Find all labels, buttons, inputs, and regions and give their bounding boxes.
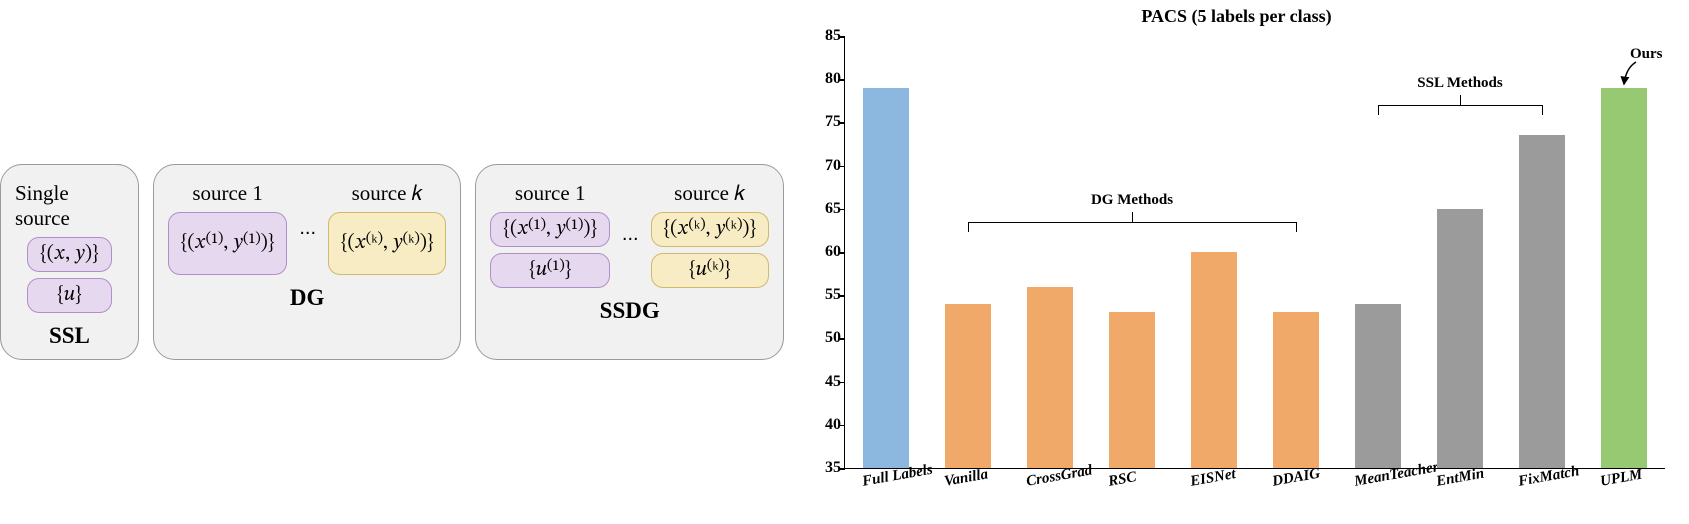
y-tick-label: 85 — [811, 27, 841, 45]
chart-title: PACS (5 labels per class) — [784, 6, 1689, 27]
bar-chart: PACS (5 labels per class) 35404550556065… — [784, 0, 1689, 524]
group-bracket-leg — [968, 222, 969, 232]
y-tick-mark — [840, 36, 845, 38]
x-tick-label: DDAIG — [1271, 466, 1322, 491]
y-tick-label: 65 — [811, 200, 841, 218]
dg-source-k-box: {(𝑥⁽ᵏ⁾, 𝑦⁽ᵏ⁾)} — [328, 212, 446, 275]
panel-ssdg: source 1 {(𝑥⁽¹⁾, 𝑦⁽¹⁾)} {𝑢⁽¹⁾} ... sourc… — [475, 164, 784, 360]
y-tick-label: 70 — [811, 157, 841, 175]
group-bracket-leg — [1542, 105, 1543, 115]
ssdg-sources: source 1 {(𝑥⁽¹⁾, 𝑦⁽¹⁾)} {𝑢⁽¹⁾} ... sourc… — [490, 181, 769, 288]
y-tick-mark — [840, 338, 845, 340]
ssdg-source-1-title: source 1 — [515, 181, 586, 206]
y-tick-mark — [840, 79, 845, 81]
ssdg-source-1-box-labeled: {(𝑥⁽¹⁾, 𝑦⁽¹⁾)} — [490, 212, 610, 247]
ssdg-source-k-box-unlabeled: {𝑢⁽ᵏ⁾} — [651, 253, 769, 288]
x-tick-label: EntMin — [1435, 466, 1486, 491]
bar — [1273, 312, 1318, 468]
plot-area: 3540455055606570758085Full LabelsVanilla… — [844, 36, 1665, 469]
group-bracket-leg — [1378, 105, 1379, 115]
dg-source-1-stack: {(𝑥⁽¹⁾, 𝑦⁽¹⁾)} — [168, 212, 288, 275]
x-tick-label: EISNet — [1189, 466, 1237, 491]
bar — [1027, 287, 1072, 468]
dg-sources: source 1 {(𝑥⁽¹⁾, 𝑦⁽¹⁾)} ... source 𝑘 {(𝑥… — [168, 181, 447, 275]
y-tick-label: 45 — [811, 373, 841, 391]
ssdg-source-k: source 𝑘 {(𝑥⁽ᵏ⁾, 𝑦⁽ᵏ⁾)} {𝑢⁽ᵏ⁾} — [651, 181, 769, 288]
ssl-source-title: Single source — [15, 181, 124, 231]
y-tick-mark — [840, 209, 845, 211]
y-tick-mark — [840, 122, 845, 124]
ssdg-source-1: source 1 {(𝑥⁽¹⁾, 𝑦⁽¹⁾)} {𝑢⁽¹⁾} — [490, 181, 610, 288]
x-tick-label: UPLM — [1599, 467, 1644, 491]
bar — [863, 88, 908, 468]
bar — [1437, 209, 1482, 468]
ssdg-ellipsis: ... — [620, 223, 641, 246]
ssl-source: Single source {(𝑥, 𝑦)} {𝑢} — [15, 181, 124, 313]
paradigm-diagram: Single source {(𝑥, 𝑦)} {𝑢} SSL source 1 … — [0, 0, 784, 524]
group-label: DG Methods — [1091, 192, 1173, 209]
group-bracket — [968, 222, 1296, 223]
y-tick-label: 80 — [811, 70, 841, 88]
dg-source-k-stack: {(𝑥⁽ᵏ⁾, 𝑦⁽ᵏ⁾)} — [328, 212, 446, 275]
panel-label-dg: DG — [290, 285, 325, 311]
panel-dg: source 1 {(𝑥⁽¹⁾, 𝑦⁽¹⁾)} ... source 𝑘 {(𝑥… — [153, 164, 462, 360]
dg-ellipsis: ... — [297, 217, 318, 240]
bar — [1601, 88, 1646, 468]
panel-row: Single source {(𝑥, 𝑦)} {𝑢} SSL source 1 … — [0, 164, 784, 360]
panel-ssl: Single source {(𝑥, 𝑦)} {𝑢} SSL — [0, 164, 139, 360]
panel-label-ssl: SSL — [49, 323, 90, 349]
x-tick-label: Vanilla — [943, 466, 989, 490]
y-tick-label: 40 — [811, 416, 841, 434]
ssdg-source-1-box-unlabeled: {𝑢⁽¹⁾} — [490, 253, 610, 288]
y-tick-mark — [840, 425, 845, 427]
bar — [1191, 252, 1236, 468]
y-tick-mark — [840, 468, 845, 470]
ssdg-source-k-box-labeled: {(𝑥⁽ᵏ⁾, 𝑦⁽ᵏ⁾)} — [651, 212, 769, 247]
figure: Single source {(𝑥, 𝑦)} {𝑢} SSL source 1 … — [0, 0, 1689, 524]
y-tick-mark — [840, 166, 845, 168]
y-tick-mark — [840, 252, 845, 254]
dg-source-k: source 𝑘 {(𝑥⁽ᵏ⁾, 𝑦⁽ᵏ⁾)} — [328, 181, 446, 275]
y-tick-mark — [840, 382, 845, 384]
ours-arrow-icon — [1612, 60, 1652, 90]
ssl-box-stack: {(𝑥, 𝑦)} {𝑢} — [27, 237, 111, 313]
y-tick-label: 60 — [811, 243, 841, 261]
dg-source-1-title: source 1 — [192, 181, 263, 206]
ssl-box-unlabeled: {𝑢} — [27, 278, 111, 313]
panel-label-ssdg: SSDG — [600, 298, 660, 324]
dg-source-k-title: source 𝑘 — [352, 181, 423, 206]
ssdg-source-1-stack: {(𝑥⁽¹⁾, 𝑦⁽¹⁾)} {𝑢⁽¹⁾} — [490, 212, 610, 288]
y-tick-label: 55 — [811, 286, 841, 304]
bar — [1355, 304, 1400, 468]
y-tick-label: 35 — [811, 459, 841, 477]
ssdg-source-k-stack: {(𝑥⁽ᵏ⁾, 𝑦⁽ᵏ⁾)} {𝑢⁽ᵏ⁾} — [651, 212, 769, 288]
y-tick-mark — [840, 295, 845, 297]
y-tick-label: 50 — [811, 329, 841, 347]
group-label: SSL Methods — [1417, 75, 1502, 92]
x-tick-label: RSC — [1107, 469, 1138, 491]
bar — [945, 304, 990, 468]
ssdg-source-k-title: source 𝑘 — [674, 181, 745, 206]
bar — [1109, 312, 1154, 468]
group-bracket — [1378, 105, 1542, 106]
dg-source-1-box: {(𝑥⁽¹⁾, 𝑦⁽¹⁾)} — [168, 212, 288, 275]
bar — [1519, 135, 1564, 468]
group-bracket-stem — [1460, 95, 1461, 105]
group-bracket-stem — [1132, 212, 1133, 222]
y-tick-label: 75 — [811, 113, 841, 131]
dg-source-1: source 1 {(𝑥⁽¹⁾, 𝑦⁽¹⁾)} — [168, 181, 288, 275]
group-bracket-leg — [1296, 222, 1297, 232]
ssl-box-labeled: {(𝑥, 𝑦)} — [27, 237, 111, 272]
